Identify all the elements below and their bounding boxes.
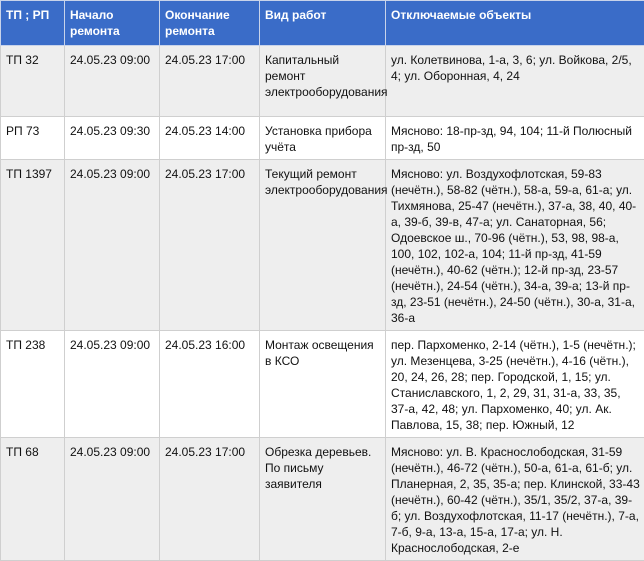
table-row: ТП 1397 24.05.23 09:00 24.05.23 17:00 Те… [1,160,644,331]
cell-start: 24.05.23 09:00 [65,160,160,331]
cell-start: 24.05.23 09:00 [65,438,160,561]
cell-work: Монтаж освещения в КСО [260,331,386,438]
cell-station: ТП 32 [1,46,65,117]
header-objects: Отключаемые объекты [386,1,644,46]
cell-work: Установка прибора учёта [260,117,386,160]
table-row: ТП 238 24.05.23 09:00 24.05.23 16:00 Мон… [1,331,644,438]
cell-objects: Мясново: ул. Воздухофлотская, 59-83 (неч… [386,160,644,331]
header-start: Начало ремонта [65,1,160,46]
cell-objects: ул. Колетвинова, 1-а, 3, 6; ул. Войкова,… [386,46,644,117]
cell-objects: Мясново: ул. В. Краснослободская, 31-59 … [386,438,644,561]
cell-start: 24.05.23 09:00 [65,331,160,438]
cell-end: 24.05.23 17:00 [160,160,260,331]
cell-start: 24.05.23 09:00 [65,46,160,117]
cell-work: Обрезка деревьев. По письму заявителя [260,438,386,561]
table-row: ТП 68 24.05.23 09:00 24.05.23 17:00 Обре… [1,438,644,561]
cell-end: 24.05.23 14:00 [160,117,260,160]
table-header: ТП ; РП Начало ремонта Окончание ремонта… [1,1,644,46]
cell-work: Текущий ремонт электрооборудования [260,160,386,331]
header-end: Окончание ремонта [160,1,260,46]
cell-end: 24.05.23 17:00 [160,438,260,561]
cell-objects: пер. Пархоменко, 2-14 (чётн.), 1-5 (нечё… [386,331,644,438]
cell-objects: Мясново: 18-пр-зд, 94, 104; 11-й Полюсны… [386,117,644,160]
cell-end: 24.05.23 17:00 [160,46,260,117]
cell-station: РП 73 [1,117,65,160]
table-row: ТП 32 24.05.23 09:00 24.05.23 17:00 Капи… [1,46,644,117]
header-station: ТП ; РП [1,1,65,46]
cell-work: Капитальный ремонт электрооборудования [260,46,386,117]
cell-end: 24.05.23 16:00 [160,331,260,438]
cell-station: ТП 68 [1,438,65,561]
cell-start: 24.05.23 09:30 [65,117,160,160]
cell-station: ТП 238 [1,331,65,438]
header-work: Вид работ [260,1,386,46]
cell-station: ТП 1397 [1,160,65,331]
table-row: РП 73 24.05.23 09:30 24.05.23 14:00 Уста… [1,117,644,160]
